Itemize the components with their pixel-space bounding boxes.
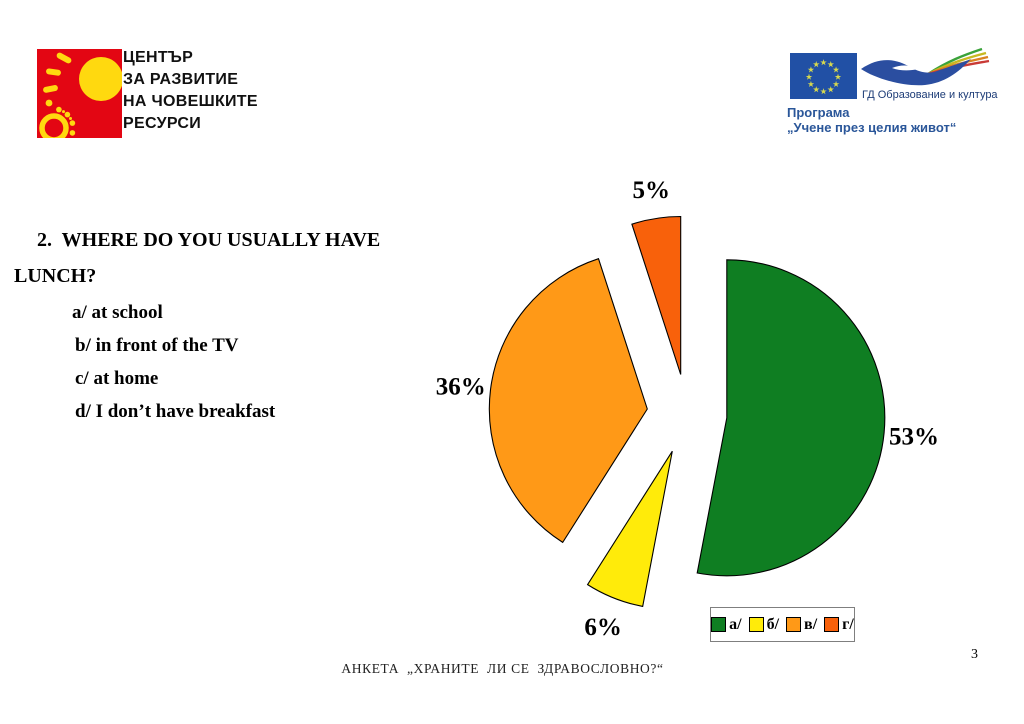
eu-star-icon: [805, 73, 813, 80]
eu-star-icon: [820, 59, 827, 66]
pie-chart: 53% 6% 36% 5%: [436, 177, 939, 641]
eu-stars: [805, 59, 842, 95]
legend-swatch-g-icon: [824, 617, 840, 632]
pie-data-label: 36%: [436, 373, 486, 400]
legend-label-a: a/: [729, 615, 742, 633]
survey-title: АНКЕТА „ХРАНИТЕ ЛИ СЕ ЗДРАВОСЛОВНО?“: [341, 661, 664, 676]
program-block: Програма „Учене през целия живот“: [787, 105, 956, 135]
pie-slice-б: [586, 450, 673, 608]
legend-label-v: в/: [804, 615, 818, 633]
eu-star-icon: [813, 61, 820, 68]
legend-swatch-v-icon: [786, 617, 802, 632]
org-name-line: НА ЧОВЕШКИТЕ: [123, 93, 258, 110]
pie-slice-г: [631, 215, 682, 375]
legend-item-g: г/: [824, 616, 854, 634]
question-option-c: c/ at home: [75, 368, 159, 389]
org-name-line: ЦЕНТЪР: [123, 49, 194, 66]
org-name: ЦЕНТЪР ЗА РАЗВИТИЕ НА ЧОВЕШКИТЕ РЕСУРСИ: [123, 47, 258, 135]
legend-swatch-b-icon: [748, 617, 764, 632]
org-sun-logo-icon: [37, 49, 122, 138]
legend-swatch-a-icon: [711, 617, 727, 632]
program-name: Програма: [787, 105, 850, 120]
eu-star-icon: [834, 73, 842, 80]
pie-data-label: 53%: [889, 424, 939, 451]
eu-caption: ГД Образование и култура: [862, 89, 998, 101]
question-line-1: 2. WHERE DO YOU USUALLY HAVE: [37, 229, 381, 251]
org-name-line: ЗА РАЗВИТИЕ: [123, 71, 239, 88]
eu-star-icon: [820, 88, 827, 95]
eu-star-icon: [832, 66, 840, 73]
legend-label-b: б/: [766, 615, 780, 633]
question-option-d: d/ I don’t have breakfast: [75, 401, 276, 422]
org-name-line: РЕСУРСИ: [123, 115, 202, 132]
legend-item-b: б/: [748, 615, 780, 634]
eu-star-icon: [827, 61, 834, 68]
eu-star-icon: [807, 80, 815, 87]
question-option-a: a/ at school: [72, 302, 163, 323]
page-number: 3: [971, 647, 978, 662]
pie-data-label: 5%: [633, 177, 671, 204]
question-option-b: b/ in front of the TV: [75, 335, 239, 356]
eu-flag-icon: [790, 53, 857, 99]
pie-slice-в: [488, 258, 648, 544]
pie-slice-a: [696, 259, 886, 577]
education-culture-logo-icon: [861, 47, 990, 86]
eu-star-icon: [832, 80, 840, 87]
legend-item-v: в/: [786, 616, 817, 634]
question-line-2: LUNCH?: [14, 265, 97, 287]
eu-star-icon: [827, 86, 834, 93]
pie-data-label: 6%: [584, 614, 622, 641]
eu-star-icon: [807, 66, 815, 73]
legend-item-a: a/: [711, 615, 742, 634]
legend-label-g: г/: [842, 615, 854, 633]
chart-legend: a/ б/ в/ г/: [710, 607, 855, 642]
eu-star-icon: [813, 86, 820, 93]
program-subtitle: „Учене през целия живот“: [787, 120, 957, 135]
